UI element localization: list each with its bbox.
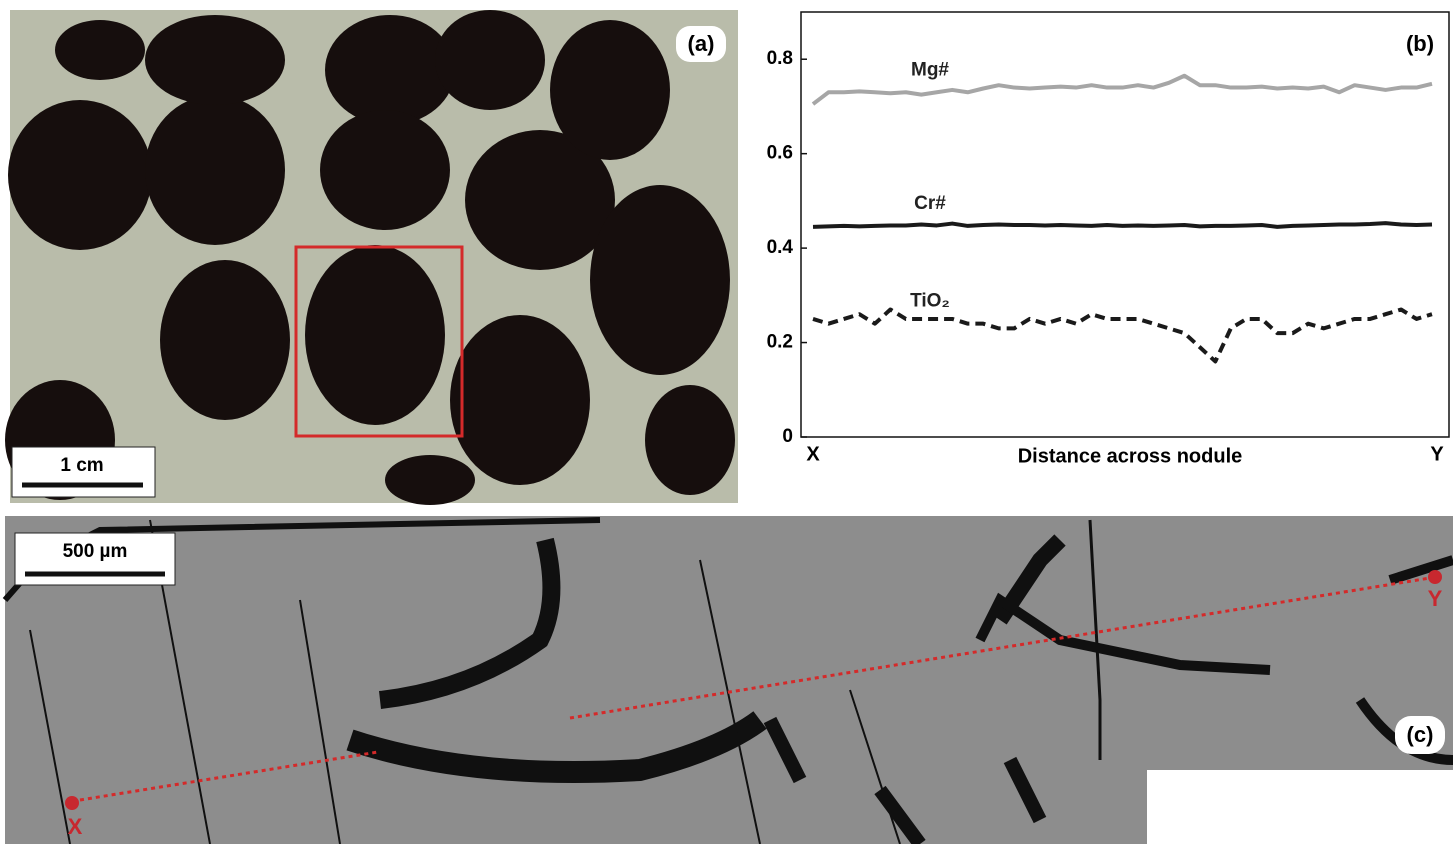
panel-c: X Y 500 µm (c) (5, 516, 1453, 844)
y-tick-label: 0 (782, 426, 793, 447)
end-point (1428, 570, 1442, 584)
series-label: Cr# (914, 193, 946, 214)
y-tick-label: 0.6 (767, 143, 793, 164)
start-point (65, 796, 79, 810)
x-axis-title: Distance across nodule (1018, 445, 1243, 467)
y-tick-label: 0.8 (767, 48, 793, 69)
y-tick-label: 0.2 (767, 332, 793, 353)
x-tick-label: X (806, 443, 820, 465)
page: 1 cm (a) (b) Distance across nodule 0 0.2… (0, 0, 1453, 844)
start-label: X (68, 814, 83, 839)
series-line (813, 310, 1432, 362)
figure: 1 cm (a) (b) Distance across nodule 0 0.2… (0, 0, 1453, 844)
series-line (813, 76, 1432, 104)
series-line (813, 223, 1432, 227)
series-label: TiO₂ (910, 291, 950, 312)
panel-label: (a) (688, 31, 715, 56)
end-label: Y (1428, 586, 1443, 611)
x-tick-label: Y (1430, 443, 1444, 465)
panel-label: (b) (1406, 31, 1434, 56)
scale-label: 500 µm (63, 541, 128, 562)
blank-area (1147, 770, 1453, 844)
panel-b: (b) Distance across nodule 0 0.2 0.4 0.6 0.8… (767, 12, 1449, 467)
scale-label: 1 cm (60, 455, 103, 476)
panel-label: (c) (1407, 722, 1434, 747)
y-tick-label: 0.4 (767, 237, 794, 258)
panel-a: 1 cm (a) (5, 10, 738, 505)
series-label: Mg# (911, 59, 949, 80)
